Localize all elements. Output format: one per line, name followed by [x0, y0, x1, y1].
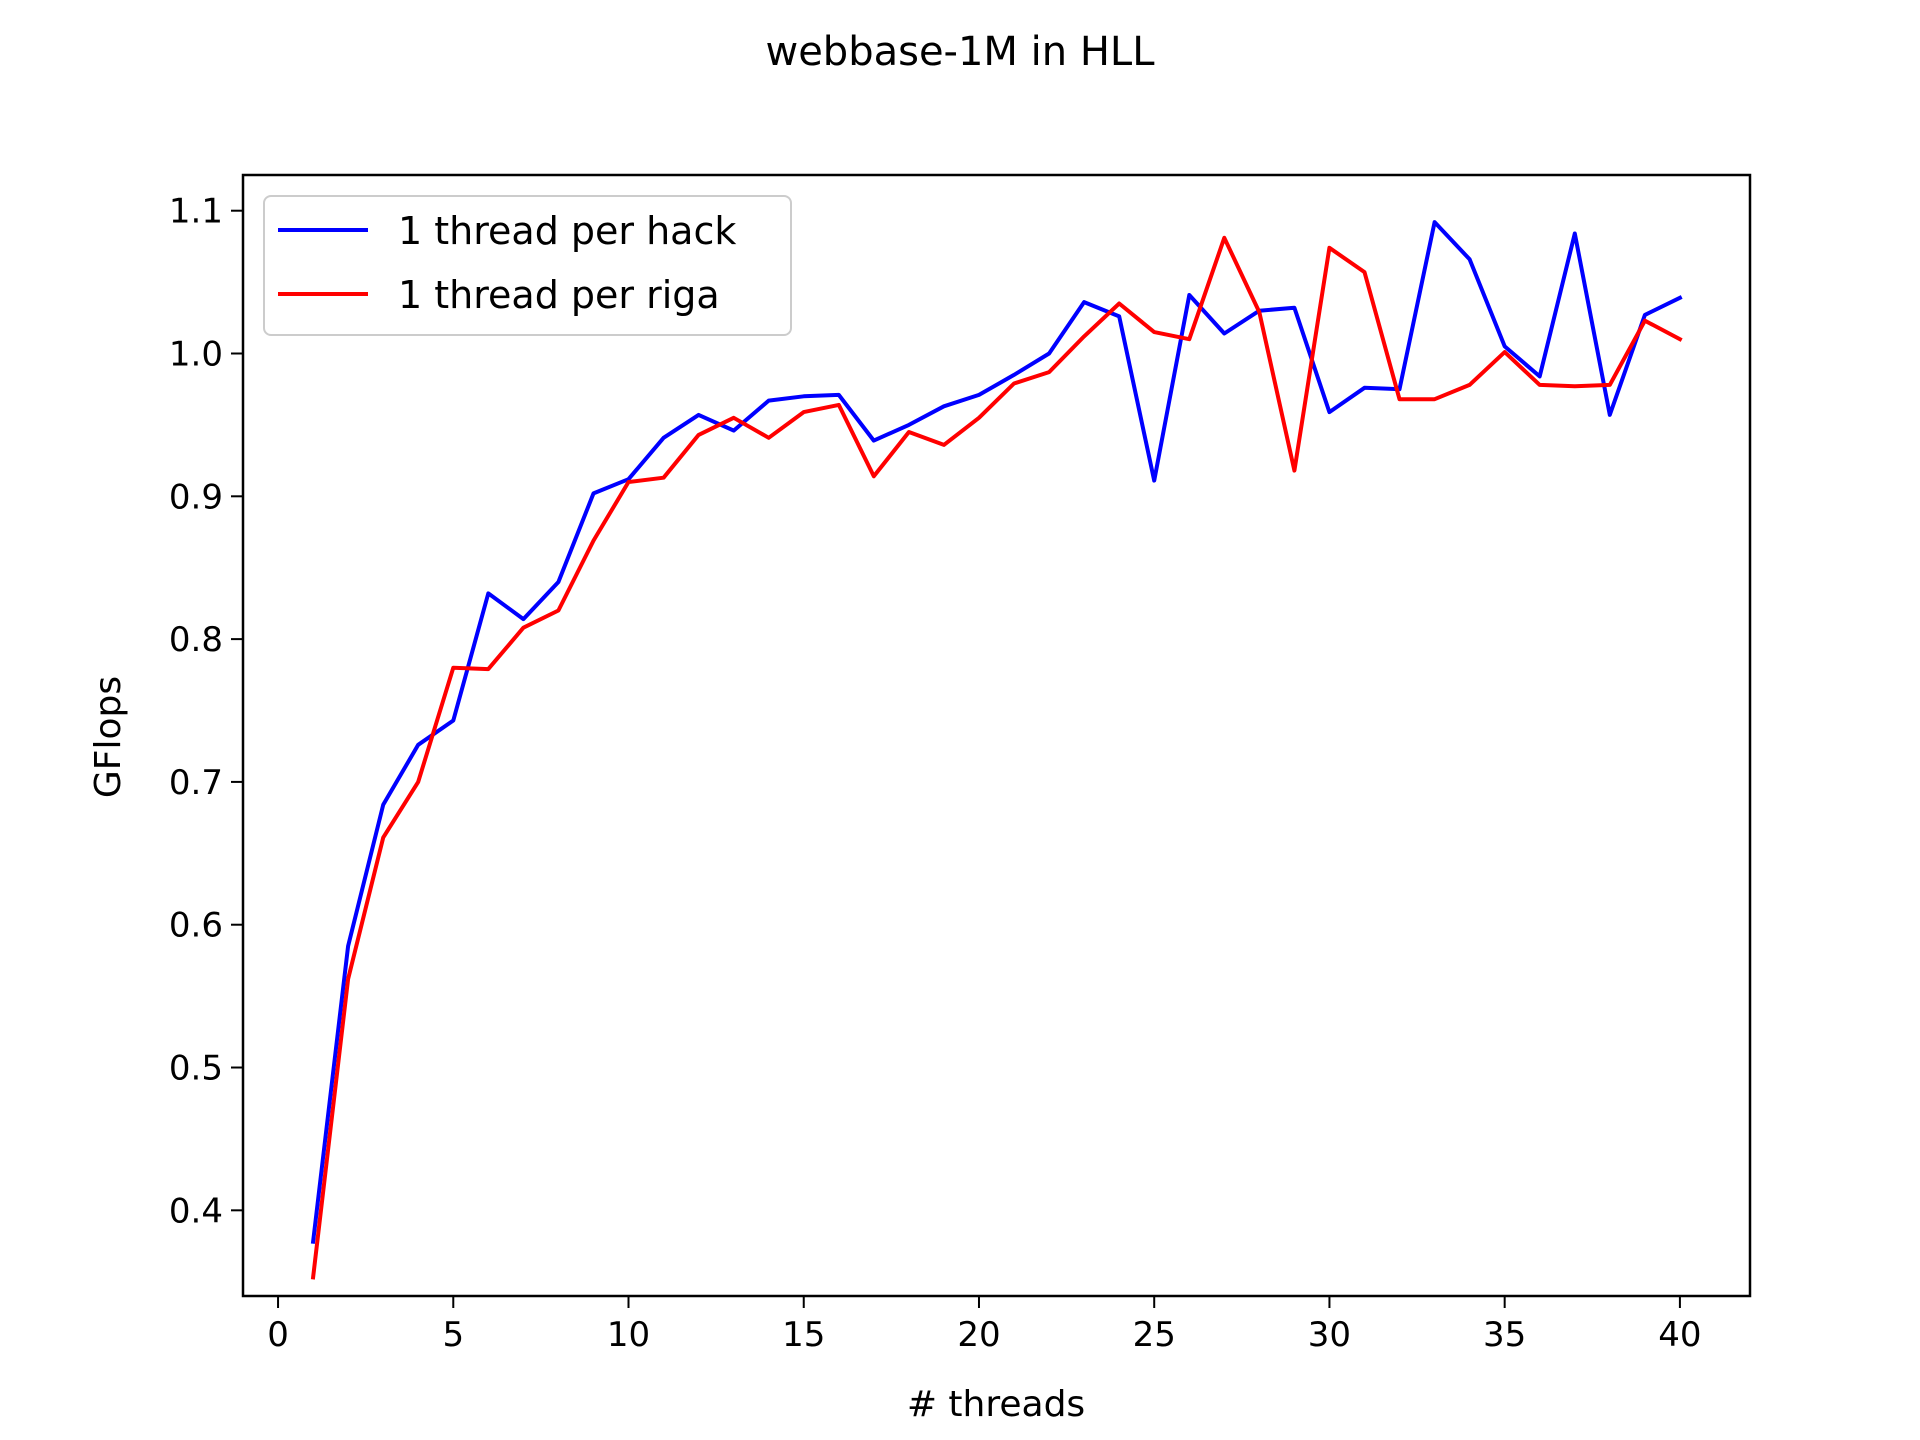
- x-tick-label: 15: [782, 1315, 825, 1355]
- legend-box: [263, 195, 792, 336]
- x-tick-label: 25: [1133, 1315, 1176, 1355]
- y-tick-label: 0.6: [169, 906, 223, 946]
- plot-area: [310, 220, 1683, 1280]
- legend-label-hack: 1 thread per hack: [398, 209, 736, 253]
- y-tick-label: 0.7: [169, 763, 223, 803]
- y-tick-label: 0.8: [169, 620, 223, 660]
- x-tick-label: 40: [1658, 1315, 1701, 1355]
- y-axis: 0.4 0.5 0.6 0.7 0.8 0.9 1.0 1.1: [169, 192, 243, 1231]
- series-line-0: [310, 220, 1683, 1244]
- plot-frame: [241, 173, 1752, 1298]
- x-tick-label: 0: [267, 1315, 289, 1355]
- x-tick-label: 30: [1308, 1315, 1351, 1355]
- chart-title: webbase-1M in HLL: [765, 29, 1155, 75]
- y-tick-label: 1.1: [169, 192, 223, 232]
- y-axis-label: GFlops: [88, 676, 129, 798]
- series-line-1: [310, 235, 1683, 1280]
- x-axis-label: # threads: [907, 1384, 1085, 1425]
- legend: 1 thread per hack 1 thread per riga: [263, 195, 792, 336]
- x-tick-label: 5: [442, 1315, 464, 1355]
- legend-label-riga: 1 thread per riga: [398, 273, 720, 317]
- x-axis: 0 5 10 15 20 25 30 35 40: [267, 1296, 1702, 1355]
- x-tick-label: 10: [607, 1315, 650, 1355]
- y-tick-label: 1.0: [169, 335, 223, 375]
- y-tick-label: 0.9: [169, 477, 223, 517]
- y-tick-label: 0.4: [169, 1191, 223, 1231]
- x-tick-label: 35: [1483, 1315, 1526, 1355]
- y-tick-label: 0.5: [169, 1049, 223, 1089]
- x-tick-label: 20: [957, 1315, 1000, 1355]
